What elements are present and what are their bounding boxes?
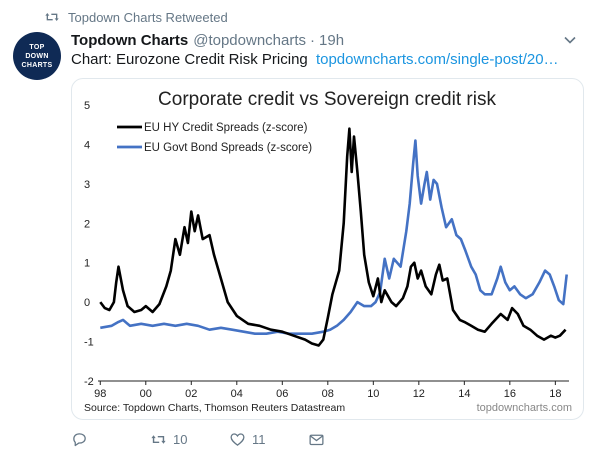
x-tick-label: 12 [413,388,425,400]
chart-svg: Corporate credit vs Sovereign credit ris… [84,89,572,414]
x-tick-label: 00 [140,388,152,400]
x-tick-label: 10 [367,388,379,400]
chart-legend: EU HY Credit Spreads (z-score) EU Govt Bo… [117,122,312,154]
x-tick-label: 98 [94,388,106,400]
retweet-banner-text[interactable]: Topdown Charts Retweeted [68,9,228,25]
tweet-body: Chart: Eurozone Credit Risk Pricing [71,51,308,68]
avatar-line-3: CHARTS [21,61,53,69]
reply-icon [73,432,86,446]
user-handle[interactable]: @topdowncharts [193,31,307,49]
y-tick-label: 0 [84,297,90,309]
separator-dot: · [310,31,316,49]
y-tick-label: -2 [84,376,94,388]
tweet-link[interactable]: topdowncharts.com/single-post/20… [315,51,559,68]
avatar-line-2: DOWN [25,52,49,60]
x-tick-label: 18 [549,388,561,400]
envelope-icon [309,434,324,445]
like-button[interactable]: 11 [229,431,308,448]
tweet-text: Chart: Eurozone Credit Risk Pricing topd… [71,51,559,68]
chart-lines [99,127,568,347]
chart-title: Corporate credit vs Sovereign credit ris… [158,89,496,110]
tweet-time[interactable]: 19h [319,31,345,49]
y-tick-label: 3 [84,179,90,191]
series-line [99,127,567,347]
avatar[interactable]: TOP DOWN CHARTS [13,32,61,80]
avatar-line-1: TOP [29,43,45,51]
retweet-icon [45,13,59,21]
legend-label: EU HY Credit Spreads (z-score) [144,122,308,134]
chart-watermark: topdowncharts.com [477,402,572,414]
direct-message-button[interactable] [308,431,387,448]
x-tick-label: 06 [276,388,288,400]
tweet-header: Topdown Charts @topdowncharts · 19h [71,30,579,50]
retweet-button[interactable]: 10 [150,431,229,448]
x-tick-label: 02 [185,388,197,400]
y-tick-label: -1 [84,337,94,349]
reply-button[interactable] [71,431,150,448]
x-tick-label: 16 [504,388,516,400]
retweet-count: 10 [173,431,188,447]
chart-image[interactable]: Corporate credit vs Sovereign credit ris… [71,78,584,420]
like-count: 11 [252,431,266,447]
x-tick-label: 14 [458,388,470,400]
y-tick-label: 4 [84,139,90,151]
y-tick-label: 1 [84,258,90,270]
retweet-icon [151,434,166,444]
y-tick-label: 5 [84,100,90,112]
tweet-actions: 10 11 [71,428,387,450]
y-tick-label: 2 [84,218,90,230]
heart-icon [230,432,245,446]
retweet-banner: Topdown Charts Retweeted [44,8,228,26]
chevron-down-icon[interactable] [563,33,577,47]
x-tick-label: 04 [231,388,243,400]
x-tick-label: 08 [322,388,334,400]
series-line [100,139,568,335]
chart-source: Source: Topdown Charts, Thomson Reuters … [84,402,345,414]
display-name[interactable]: Topdown Charts [71,31,189,49]
legend-label: EU Govt Bond Spreads (z-score) [144,142,312,154]
